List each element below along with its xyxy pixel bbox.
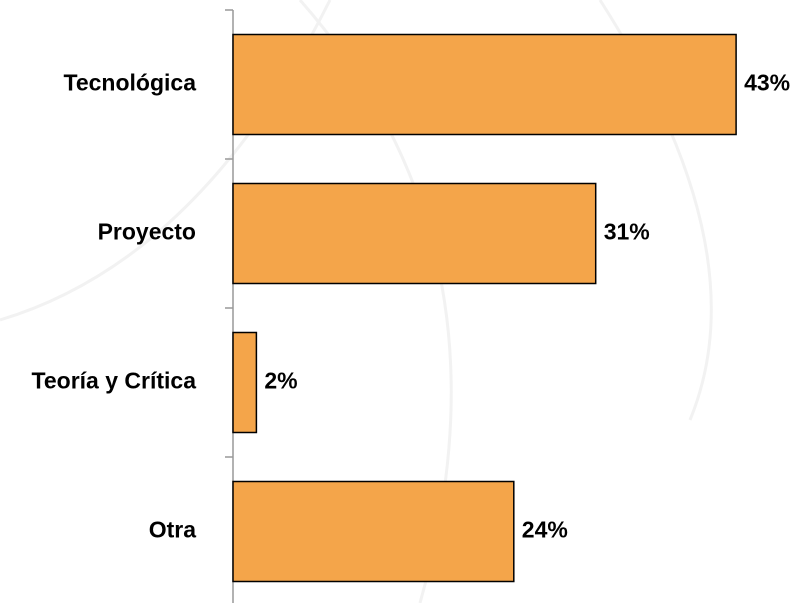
data-label: 43% xyxy=(744,70,790,96)
bar xyxy=(232,480,515,583)
data-label: 2% xyxy=(264,368,297,394)
bar xyxy=(232,331,258,434)
category-label: Teoría y Crítica xyxy=(32,368,197,394)
category-label: Proyecto xyxy=(98,219,196,245)
bar xyxy=(232,33,737,136)
bar xyxy=(232,182,597,285)
category-label: Tecnológica xyxy=(64,70,197,96)
category-label: Otra xyxy=(149,517,197,543)
data-label: 31% xyxy=(604,219,650,245)
data-label: 24% xyxy=(522,517,568,543)
